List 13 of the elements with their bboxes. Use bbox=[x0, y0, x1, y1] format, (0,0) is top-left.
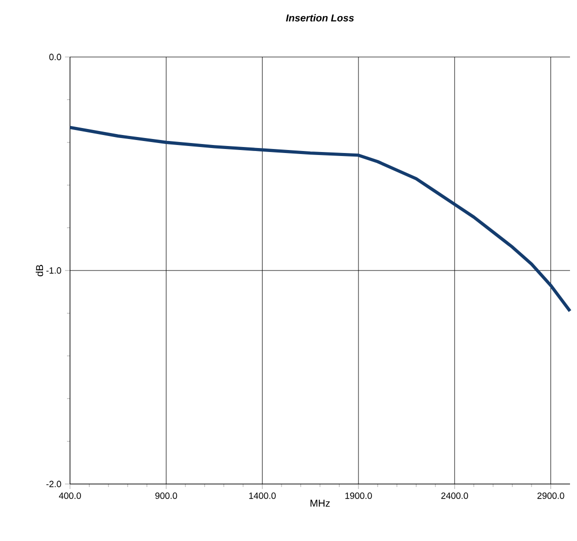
y-tick-label: 0.0 bbox=[49, 54, 62, 60]
x-tick-label: 1400.0 bbox=[249, 492, 276, 499]
y-axis-title: dB bbox=[36, 264, 44, 276]
x-tick-label: 400.0 bbox=[58, 492, 81, 499]
y-tick-label: -1.0 bbox=[46, 267, 62, 274]
x-tick-label: 2400.0 bbox=[441, 492, 468, 499]
y-tick-label: -2.0 bbox=[46, 480, 62, 488]
line-series bbox=[68, 126, 572, 313]
x-tick-label: 900.0 bbox=[155, 492, 178, 499]
x-tick-label: 1900.0 bbox=[345, 492, 372, 499]
x-tick-label: 2900.0 bbox=[537, 492, 564, 499]
x-axis-title: MHz bbox=[310, 500, 330, 507]
chart-title: Insertion Loss bbox=[286, 14, 354, 22]
